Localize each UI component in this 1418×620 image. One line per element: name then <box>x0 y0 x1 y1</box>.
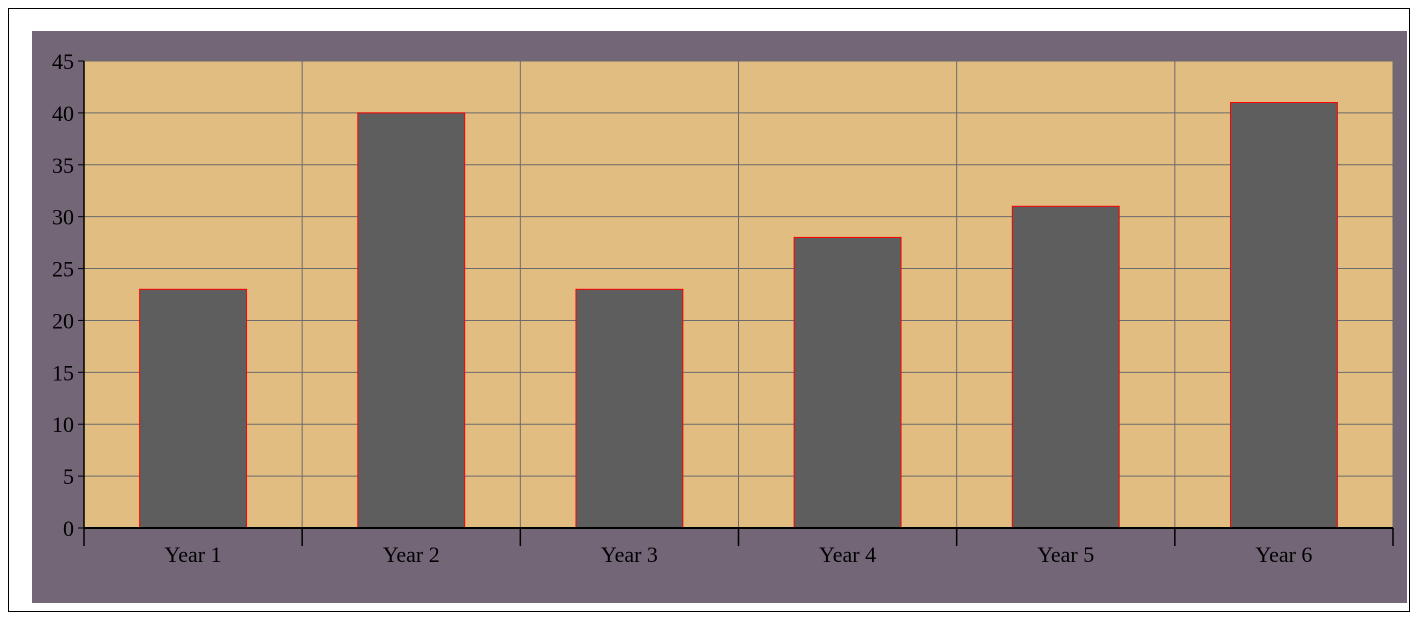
y-tick-label: 35 <box>52 153 74 178</box>
bar <box>793 236 902 529</box>
gridlines <box>84 60 1394 528</box>
y-tick-label: 30 <box>52 205 74 230</box>
bar <box>1011 205 1120 529</box>
x-tick-label: Year 6 <box>1255 542 1312 567</box>
bars <box>139 102 1338 529</box>
axes <box>78 60 1394 546</box>
x-tick-label: Year 3 <box>601 542 658 567</box>
x-tick-label: Year 4 <box>819 542 876 567</box>
tick-labels: 0 5 10 15 20 25 30 35 40 45 Year 1 Year 2 Year 3 Year… <box>52 49 1312 567</box>
bar <box>139 288 248 529</box>
y-tick-label: 10 <box>52 412 74 437</box>
x-tick-label: Year 1 <box>165 542 222 567</box>
y-tick-label: 0 <box>63 516 74 541</box>
x-tick-label: Year 5 <box>1037 542 1094 567</box>
y-tick-label: 40 <box>52 101 74 126</box>
y-tick-label: 20 <box>52 308 74 333</box>
bar <box>357 112 466 529</box>
x-tick-label: Year 2 <box>383 542 440 567</box>
y-tick-label: 45 <box>52 49 74 74</box>
bar-chart: 0 5 10 15 20 25 30 35 40 45 Year 1 Year 2 Year 3 Year… <box>32 31 1407 603</box>
y-tick-label: 25 <box>52 257 74 282</box>
y-tick-label: 15 <box>52 360 74 385</box>
y-tick-label: 5 <box>63 464 74 489</box>
chart-area: 0 5 10 15 20 25 30 35 40 45 Year 1 Year 2 Year 3 Year… <box>32 31 1407 603</box>
bar <box>1229 102 1338 529</box>
bar <box>575 288 684 529</box>
